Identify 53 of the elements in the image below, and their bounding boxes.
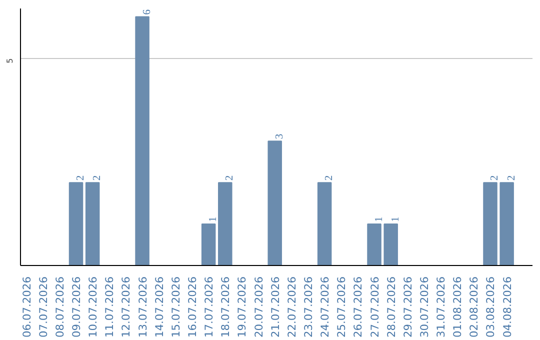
bar bbox=[268, 140, 282, 266]
bar bbox=[384, 224, 398, 266]
x-tick-label: 07.07.2026 bbox=[36, 276, 50, 338]
bar bbox=[367, 224, 382, 266]
x-tick-label: 20.07.2026 bbox=[252, 276, 266, 338]
data-label: 2 bbox=[92, 175, 104, 181]
x-tick-label: 26.07.2026 bbox=[352, 276, 365, 338]
data-label: 6 bbox=[142, 8, 153, 15]
data-label: 3 bbox=[274, 134, 286, 140]
x-tick-label: 21.07.2026 bbox=[268, 276, 282, 338]
data-label: 2 bbox=[506, 175, 518, 181]
x-tick-label: 17.07.2026 bbox=[202, 276, 216, 338]
x-tick-label: 10.07.2026 bbox=[86, 276, 100, 338]
x-tick-label: 15.07.2026 bbox=[169, 276, 182, 338]
bar bbox=[483, 182, 498, 266]
data-label: 2 bbox=[76, 175, 87, 181]
x-tick-label: 25.07.2026 bbox=[335, 276, 348, 338]
x-tick-label: 09.07.2026 bbox=[70, 276, 84, 338]
bar bbox=[68, 182, 84, 266]
x-tick-label: 29.07.2026 bbox=[401, 276, 414, 338]
bar bbox=[85, 182, 100, 266]
x-tick-label: 12.07.2026 bbox=[120, 276, 133, 338]
x-tick-label: 08.07.2026 bbox=[53, 276, 66, 338]
data-label: 2 bbox=[324, 175, 336, 181]
bar bbox=[218, 182, 232, 266]
x-tick-label: 01.08.2026 bbox=[451, 276, 464, 338]
data-label: 1 bbox=[208, 216, 220, 222]
x-tick-label: 30.07.2026 bbox=[418, 276, 431, 338]
x-tick-label: 14.07.2026 bbox=[152, 276, 166, 338]
data-label: 1 bbox=[374, 216, 385, 222]
bar bbox=[135, 16, 150, 266]
data-label: 2 bbox=[224, 175, 236, 181]
x-tick-label: 24.07.2026 bbox=[318, 276, 332, 338]
x-tick-label: 22.07.2026 bbox=[285, 276, 298, 338]
x-tick-label: 13.07.2026 bbox=[136, 276, 150, 338]
data-label: 1 bbox=[390, 216, 402, 222]
bar bbox=[201, 224, 216, 266]
x-tick-label: 18.07.2026 bbox=[219, 276, 232, 338]
bar bbox=[317, 182, 332, 266]
x-tick-label: 03.08.2026 bbox=[484, 276, 498, 338]
bar bbox=[500, 182, 514, 266]
data-label: 2 bbox=[490, 175, 501, 181]
x-tick-label: 31.07.2026 bbox=[434, 276, 448, 338]
x-tick-label: 27.07.2026 bbox=[368, 276, 382, 338]
y-tick-label: 5 bbox=[6, 58, 14, 64]
x-tick-label: 11.07.2026 bbox=[103, 276, 116, 338]
x-tick-label: 19.07.2026 bbox=[236, 276, 249, 338]
x-tick-label: 16.07.2026 bbox=[186, 276, 199, 338]
x-tick-label: 02.08.2026 bbox=[468, 276, 481, 338]
x-tick-label: 28.07.2026 bbox=[384, 276, 398, 338]
x-tick-label: 06.07.2026 bbox=[20, 276, 34, 338]
x-tick-label: 23.07.2026 bbox=[302, 276, 315, 338]
x-tick-label: 04.08.2026 bbox=[500, 276, 514, 338]
